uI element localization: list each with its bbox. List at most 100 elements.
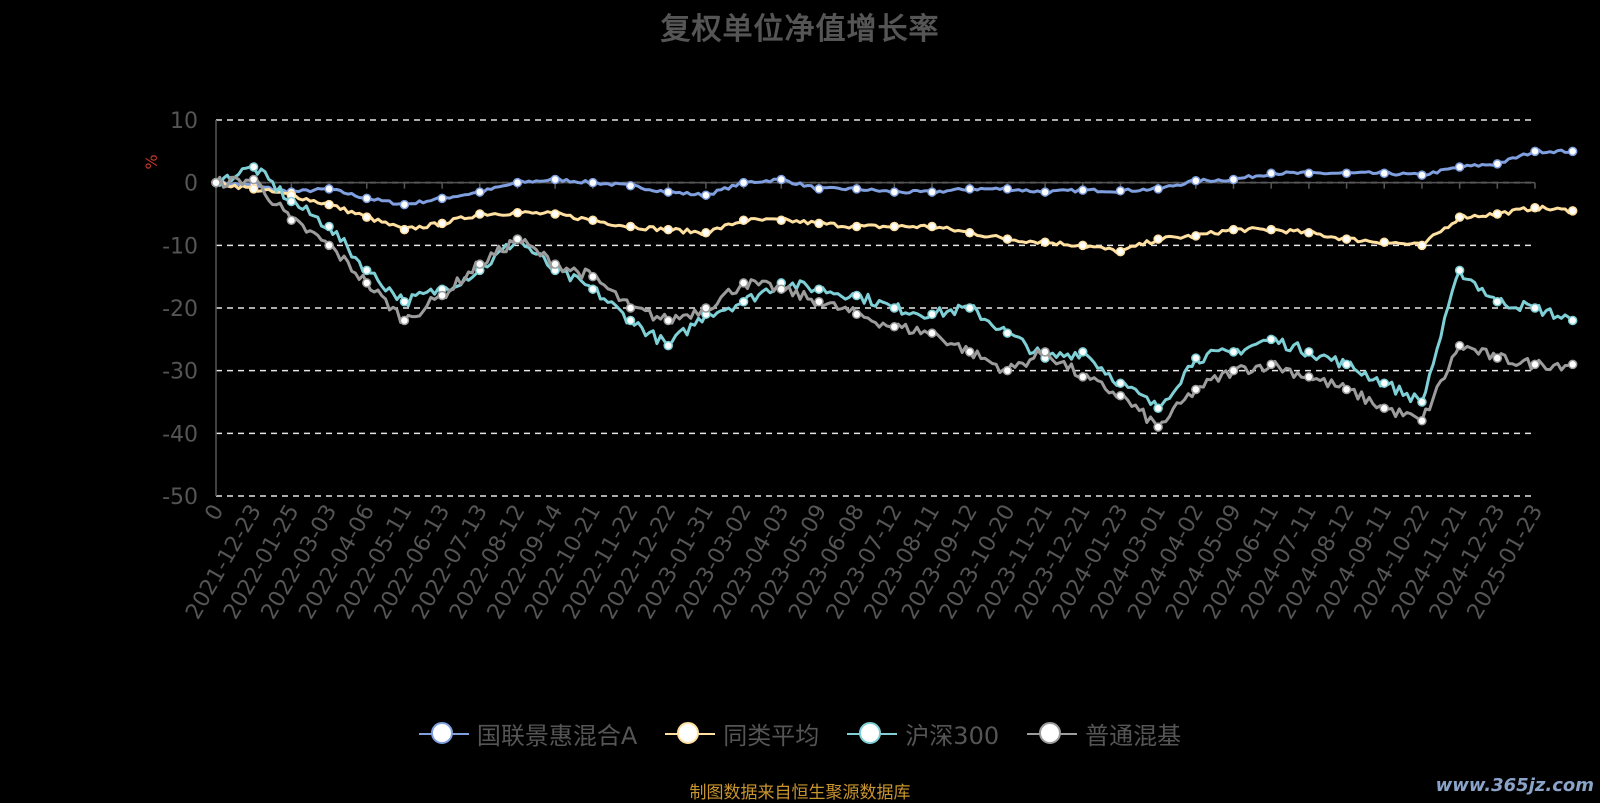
- data-point: [1191, 176, 1201, 186]
- data-point: [851, 184, 862, 194]
- data-point: [588, 215, 598, 226]
- data-point: [475, 209, 485, 219]
- data-point: [1492, 209, 1503, 219]
- data-point: [1078, 185, 1088, 195]
- x-tick-label: 0: [201, 501, 230, 526]
- legend-item[interactable]: 国联景惠混合A: [418, 716, 638, 751]
- data-point: [1115, 186, 1126, 196]
- data-point: [1266, 224, 1276, 235]
- data-point: [1530, 359, 1540, 370]
- data-point: [550, 209, 560, 219]
- data-point: [1304, 168, 1314, 179]
- data-point: [776, 174, 787, 185]
- data-point: [475, 259, 485, 269]
- data-point: [1530, 146, 1540, 157]
- data-point: [776, 284, 787, 294]
- data-point: [1454, 162, 1465, 172]
- data-point: [324, 240, 334, 251]
- data-point: [1002, 328, 1013, 338]
- data-point: [1191, 353, 1201, 363]
- data-point: [814, 284, 824, 294]
- gridlines: [216, 119, 1535, 497]
- data-point: [1115, 390, 1126, 401]
- data-point: [1191, 231, 1201, 241]
- chart-title: 复权单位净值增长率: [660, 12, 940, 47]
- data-point: [1341, 168, 1352, 179]
- data-point: [738, 296, 749, 307]
- data-point: [1417, 170, 1427, 180]
- data-point: [663, 340, 673, 351]
- data-point: [1454, 340, 1465, 351]
- data-point: [663, 187, 673, 197]
- data-point: [324, 221, 334, 232]
- data-point: [1040, 237, 1050, 247]
- data-point: [851, 290, 862, 301]
- data-point: [851, 309, 862, 320]
- data-point: [625, 221, 636, 232]
- y-tick-label: -30: [162, 360, 198, 385]
- data-point: [1078, 372, 1088, 382]
- data-point: [1341, 359, 1352, 370]
- data-point: [1153, 422, 1163, 432]
- data-point: [738, 177, 749, 188]
- data-point: [512, 207, 523, 218]
- legend-item[interactable]: 沪深300: [847, 716, 999, 751]
- data-point: [927, 328, 937, 338]
- data-point: [399, 296, 410, 307]
- legend-marker-icon: [665, 721, 716, 746]
- data-point: [211, 177, 221, 188]
- data-point: [1228, 174, 1239, 185]
- legend-item[interactable]: 普通混基: [1027, 716, 1181, 751]
- data-point: [927, 221, 937, 232]
- data-point: [1492, 353, 1503, 363]
- y-tick-label: 0: [184, 172, 198, 197]
- axes: [215, 120, 1536, 496]
- data-point: [437, 218, 447, 229]
- series-3: [211, 174, 1578, 432]
- data-point: [1341, 234, 1352, 244]
- data-point: [1341, 384, 1352, 395]
- data-point: [248, 184, 259, 194]
- data-point: [776, 215, 787, 226]
- data-point: [814, 184, 824, 194]
- data-point: [324, 199, 334, 210]
- data-point: [1304, 347, 1314, 357]
- data-point: [964, 347, 975, 357]
- data-point: [889, 303, 900, 313]
- legend-label: 同类平均: [723, 722, 820, 750]
- data-point: [588, 284, 598, 294]
- data-point: [964, 303, 975, 313]
- data-point: [1304, 372, 1314, 382]
- data-point: [248, 162, 259, 172]
- data-point: [437, 193, 447, 204]
- data-point: [361, 193, 372, 204]
- data-source-note: 制图数据来自恒生聚源数据库: [689, 783, 911, 803]
- data-point: [1191, 384, 1201, 395]
- series-0: [211, 146, 1578, 210]
- data-point: [1153, 403, 1163, 414]
- data-point: [701, 228, 711, 238]
- legend-label: 国联景惠混合A: [476, 722, 638, 750]
- y-tick-label: -50: [162, 485, 198, 510]
- y-axis-unit: %: [142, 154, 161, 169]
- data-point: [475, 187, 485, 197]
- data-point: [1002, 234, 1013, 244]
- data-point: [814, 218, 824, 229]
- data-point: [399, 315, 410, 326]
- legend-marker-icon: [1027, 721, 1078, 746]
- data-point: [851, 221, 862, 232]
- series-line: [215, 165, 1574, 410]
- data-point: [1078, 240, 1088, 251]
- site-watermark: www.365jz.com: [1435, 775, 1594, 796]
- data-point: [399, 199, 410, 210]
- data-point: [1040, 187, 1050, 197]
- line-chart: 100-10-20-30-40-50%02021-12-232022-01-25…: [142, 109, 1578, 624]
- data-point: [512, 177, 523, 188]
- y-tick-label: -40: [162, 422, 198, 447]
- data-point: [588, 271, 598, 282]
- legend-item[interactable]: 同类平均: [665, 716, 819, 751]
- data-point: [1417, 397, 1427, 407]
- data-point: [1304, 228, 1314, 238]
- data-point: [588, 177, 598, 188]
- data-point: [248, 174, 259, 185]
